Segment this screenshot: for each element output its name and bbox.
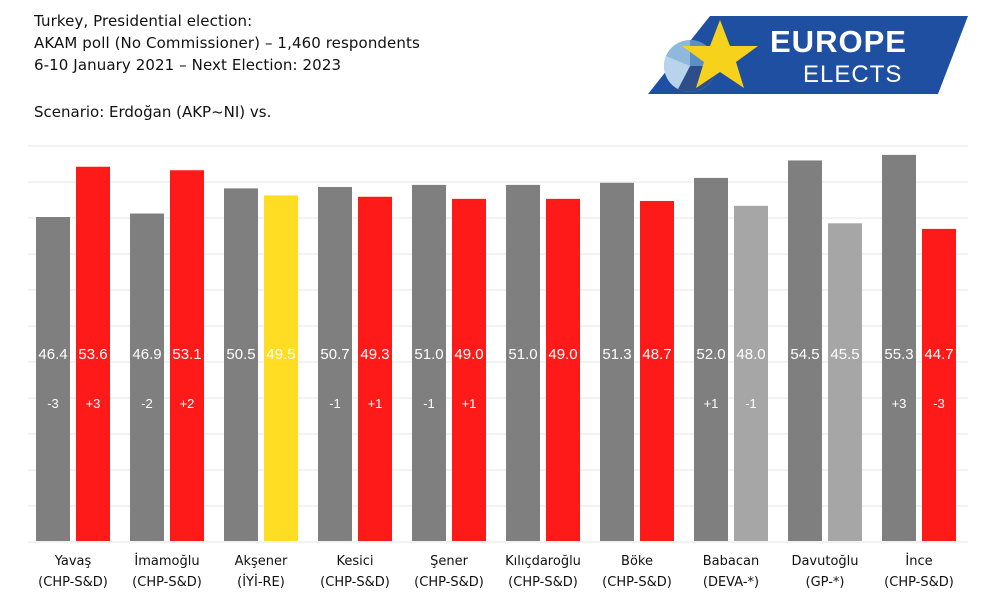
bar-change-label: +3 [86,396,101,411]
bar-change-label: +1 [368,396,383,411]
logo-word-europe: EUROPE [770,24,907,59]
bar-value-label: 55.3 [884,346,913,363]
category-party-label: (CHP-S&D) [414,575,484,590]
category-label: Akşener [235,554,288,569]
bar [694,177,728,541]
bar [76,166,110,541]
category-party-label: (CHP-S&D) [602,575,672,590]
bar-value-label: 46.9 [132,346,161,363]
category-label: Kılıçdaroğlu [505,554,581,569]
bar [224,188,258,541]
bar-value-label: 51.3 [602,346,631,363]
bar-value-label: 49.0 [548,346,577,363]
bar-value-label: 48.0 [736,346,765,363]
bar [600,182,634,542]
bar-value-label: 54.5 [790,346,819,363]
bar [318,186,352,541]
bar-change-label: +1 [462,396,477,411]
bar [788,160,822,541]
bar [640,200,674,541]
chart-title-block: Turkey, Presidential election: AKAM poll… [34,10,594,76]
category-party-label: (CHP-S&D) [38,575,108,590]
category-label: İnce [905,553,932,569]
category-label: İmamoğlu [134,553,199,569]
bar-change-label: +3 [892,396,907,411]
bar-value-label: 49.0 [454,346,483,363]
bar-change-label: -1 [745,396,757,411]
category-party-label: (İYİ-RE) [237,574,285,590]
bar [734,205,768,541]
bar [36,217,70,541]
bar-value-label: 44.7 [924,346,953,363]
bar [358,196,392,542]
category-party-label: (CHP-S&D) [320,575,390,590]
title-line-3: 6-10 January 2021 – Next Election: 2023 [34,56,342,74]
bar [922,228,956,541]
category-label: Davutoğlu [791,554,858,569]
bar-change-label: -3 [933,396,945,411]
bar-value-label: 45.5 [830,346,859,363]
bar-change-label: -1 [423,396,435,411]
title-line-2: AKAM poll (No Commissioner) – 1,460 resp… [34,34,420,52]
bar [170,170,204,542]
bar [412,184,446,542]
bar-change-label: +2 [180,396,195,411]
category-label: Yavaş [54,554,92,569]
bar [546,198,580,541]
bar-change-label: -2 [141,396,153,411]
logo-word-elects: ELECTS [803,61,902,88]
bar [452,198,486,541]
bar-value-label: 49.3 [360,346,389,363]
category-label: Böke [621,554,653,569]
bar-value-label: 52.0 [696,346,725,363]
bar-value-label: 53.1 [172,346,201,363]
bar-value-label: 46.4 [38,346,67,363]
bar-value-label: 50.7 [320,346,349,363]
bar [882,154,916,541]
bar [828,223,862,541]
bar-value-label: 48.7 [642,346,671,363]
bar-change-label: +1 [704,396,719,411]
category-party-label: (CHP-S&D) [884,575,954,590]
category-label: Babacan [703,554,759,569]
title-line-1: Turkey, Presidential election: [34,12,253,30]
bar [130,213,164,541]
category-label: Kesici [336,554,373,569]
category-party-label: (GP-*) [806,575,845,590]
category-party-label: (CHP-S&D) [132,575,202,590]
category-party-label: (CHP-S&D) [508,575,578,590]
bar [506,184,540,542]
bar-change-label: -1 [329,396,341,411]
bar-value-label: 51.0 [508,346,537,363]
star-icon [682,20,758,88]
bar [264,195,298,542]
scenario-label: Scenario: Erdoğan (AKP~NI) vs. [34,103,272,121]
europe-elects-logo: EUROPE ELECTS [648,16,968,94]
category-party-label: (DEVA-*) [703,575,759,590]
bar-value-label: 50.5 [226,346,255,363]
bar-value-label: 51.0 [414,346,443,363]
bar-value-label: 49.5 [266,346,295,363]
bar-value-label: 53.6 [78,346,107,363]
bar-change-label: -3 [47,396,59,411]
category-label: Şener [430,554,468,569]
